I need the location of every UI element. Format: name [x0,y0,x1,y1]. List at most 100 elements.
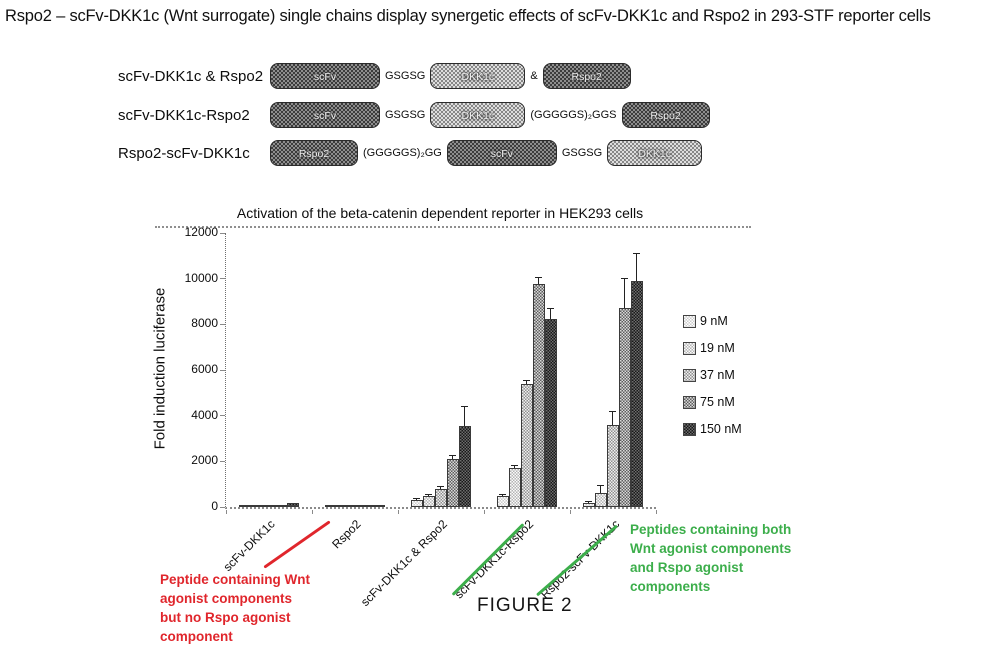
linker-text: GSGSG [385,109,426,121]
legend-label: 37 nM [700,368,735,382]
error-bar-cap [597,485,604,486]
x-tick-mark [484,510,485,514]
chart-title: Activation of the beta-catenin dependent… [236,205,644,221]
bar-75nM-4 [533,284,545,507]
green-annotation: Peptides containing both Wnt agonist com… [630,522,792,594]
y-tick-label: 0 [211,499,218,513]
error-bar [550,309,551,319]
bar-150nM-5 [631,281,643,507]
error-bar [624,279,625,308]
error-bar [588,502,589,503]
error-bar-cap [413,498,420,499]
bar-19nM-4 [509,468,521,507]
error-bar-cap [511,465,518,466]
figure-caption: FIGURE 2 [477,595,573,616]
bar-37nM-2 [349,505,361,507]
domain-box-scfv: scFv [446,140,557,166]
domain-box-dkk1c: DKK1c [430,63,526,89]
error-bar [502,495,503,496]
x-tick-mark [226,510,227,514]
domain-box-scfv: scFv [270,63,380,89]
bar-9nM-3 [411,500,423,507]
x-category-label: Rspo2 [329,517,364,552]
error-bar [464,407,465,426]
legend-entry: 19 nM [683,341,742,355]
bar-19nM-5 [595,493,607,507]
construct-row: Rspo2-scFv-DKK1c Rspo2 (GGGGGS)₂GG scFv GSGS… [118,139,704,167]
domain-box-dkk1c: DKK1c [607,140,703,166]
error-bar [514,466,515,468]
x-category-label: scFv-DKK1c-Rspo2 [451,517,536,602]
chart-top-border [155,226,751,228]
bar-19nM-1 [251,505,263,507]
error-bar-cap [523,380,530,381]
bar-150nM-4 [545,319,557,507]
legend-label: 75 nM [700,395,735,409]
green-underline-1 [451,523,525,596]
bar-75nM-1 [275,505,287,507]
legend-label: 19 nM [700,341,735,355]
bar-37nM-3 [435,489,447,507]
error-bar-cap [449,455,456,456]
y-tick-label: 6000 [191,362,218,376]
y-tick-label: 12000 [184,225,218,239]
legend-entry: 37 nM [683,368,742,382]
y-tick-label: 8000 [191,316,218,331]
bar-chart-plot-area: 0 2000 4000 6000 8000 10000 12000 [185,225,657,514]
construct-row-label: scFv-DKK1c-Rspo2 [118,106,250,124]
bar-75nM-2 [361,505,373,507]
x-category-label: scFv-DKK1c & Rspo2 [357,517,450,609]
green-underline-2 [536,524,618,597]
construct-row: scFv-DKK1c-Rspo2 scFv GSGSG DKK1c (GGGGGS)₂G… [118,101,712,129]
construct-row: scFv-DKK1c & Rspo2 scFv GSGSG DKK1c & Rspo2 [118,62,633,90]
legend-entry: 9 nM [683,314,742,328]
y-tick-mark [220,323,225,325]
bar-9nM-4 [497,496,509,507]
linker-text: GSGSG [385,70,426,82]
error-bar [538,278,539,284]
error-bar [600,486,601,493]
linker-text: GSGSG [561,147,603,159]
bar-9nM-1 [239,505,251,507]
linker-text: (GGGGGS)₂GGS [530,109,617,121]
bar-150nM-3 [459,426,471,507]
domain-box-rspo2: Rspo2 [621,102,710,128]
bar-19nM-3 [423,496,435,507]
error-bar [636,254,637,281]
error-bar-cap [461,406,468,407]
bar-75nM-3 [447,459,459,507]
legend-label: 9 nM [700,314,728,328]
legend-entry: 75 nM [683,395,742,409]
legend-swatch-icon [683,341,696,355]
error-bar-cap [585,501,592,502]
bar-9nM-5 [583,503,595,507]
legend-swatch-icon [683,395,696,409]
bar-75nM-5 [619,308,631,507]
bar-37nM-4 [521,384,533,507]
domain-box-scfv: scFv [270,102,380,128]
error-bar-cap [425,494,432,495]
y-tick-label: 10000 [184,270,218,285]
bar-37nM-1 [263,505,275,507]
legend-swatch-icon [683,368,696,382]
construct-row-label: scFv-DKK1c & Rspo2 [118,67,264,85]
x-tick-mark [398,510,399,514]
bar-19nM-2 [337,505,349,507]
legend-entry: 150 nM [683,422,742,436]
legend-swatch-icon [683,422,696,436]
error-bar-cap [437,486,444,487]
error-bar-cap [621,278,628,279]
construct-row-label: Rspo2-scFv-DKK1c [118,144,250,162]
red-annotation: Peptide containing Wnt agonist component… [160,572,310,644]
error-bar-cap [499,494,506,495]
linker-text: & [530,70,538,82]
y-tick-mark [220,369,225,371]
y-tick-label: 4000 [191,407,218,422]
bar-150nM-1 [287,503,299,507]
chart-legend: 9 nM 19 nM 37 nM 75 nM 150 nM [683,314,742,449]
bar-9nM-2 [325,505,337,507]
error-bar [612,412,613,425]
y-tick-mark [220,278,225,280]
y-tick-label: 2000 [191,453,218,468]
